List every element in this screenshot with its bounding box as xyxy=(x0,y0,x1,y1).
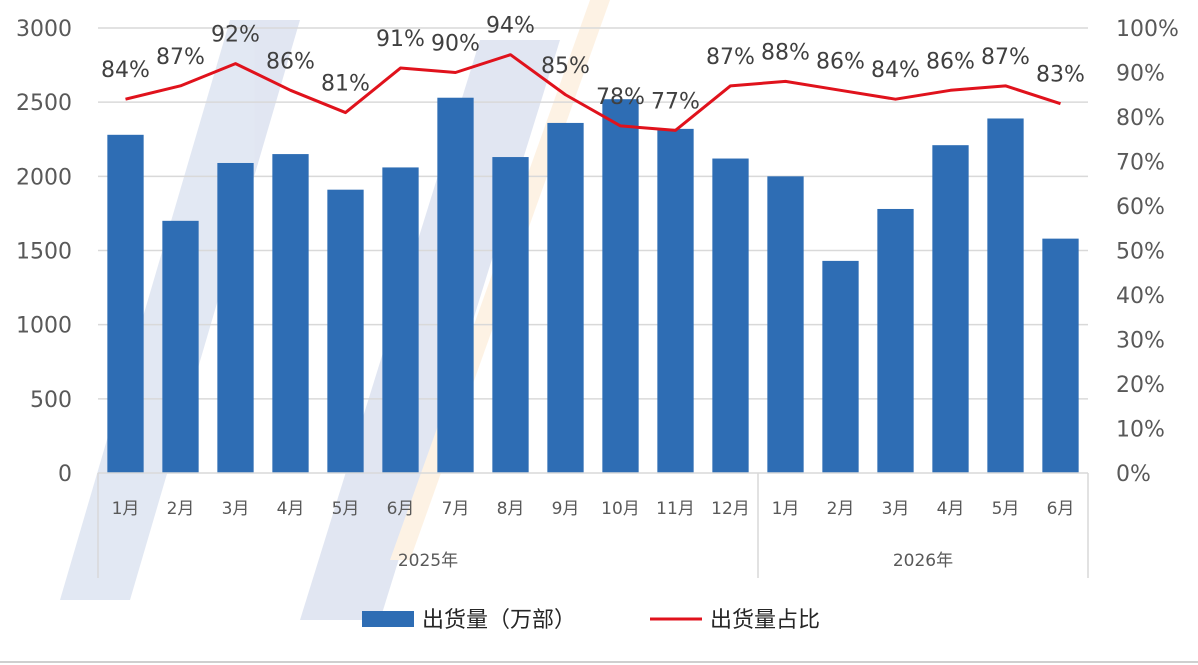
bar xyxy=(162,220,199,473)
x-tick-label: 8月 xyxy=(497,499,525,519)
bar xyxy=(602,99,639,473)
data-label: 83% xyxy=(1036,63,1085,88)
x-tick-label: 7月 xyxy=(442,499,470,519)
data-label: 85% xyxy=(541,54,590,79)
y-right-tick-label: 40% xyxy=(1116,284,1165,309)
data-label: 86% xyxy=(816,49,865,74)
data-labels: 84%87%92%86%81%91% 90%94%85%78% 77%87% 88% 8… xyxy=(101,14,1085,115)
bar xyxy=(657,128,694,473)
bar xyxy=(877,208,914,473)
bar xyxy=(932,145,969,473)
data-label: 78% xyxy=(596,85,645,110)
x-tick-label: 3月 xyxy=(222,499,250,519)
y-left-tick-label: 1500 xyxy=(16,240,72,265)
x-group-label: 2026年 xyxy=(893,551,953,571)
bar xyxy=(437,97,474,473)
y-right-tick-label: 20% xyxy=(1116,373,1165,398)
x-tick-label: 11月 xyxy=(656,499,695,519)
x-tick-label: 1月 xyxy=(112,499,140,519)
legend-bar-label: 出货量（万部） xyxy=(422,608,576,633)
y-right-tick-label: 90% xyxy=(1116,62,1165,87)
x-tick-label: 9月 xyxy=(552,499,580,519)
data-label: 84% xyxy=(101,58,150,83)
x-tick-label: 2月 xyxy=(167,499,195,519)
bar xyxy=(987,118,1024,473)
data-label: 94% xyxy=(486,14,535,39)
x-tick-label: 5月 xyxy=(332,499,360,519)
bar xyxy=(492,157,529,474)
bar xyxy=(327,189,364,473)
bar xyxy=(272,154,309,474)
bar xyxy=(712,158,749,474)
x-tick-label: 2月 xyxy=(827,499,855,519)
line-path xyxy=(125,53,1061,132)
gridlines xyxy=(98,27,1088,400)
y-left-tick-label: 3000 xyxy=(16,17,72,42)
data-label: 91% xyxy=(376,27,425,52)
bar xyxy=(767,176,804,474)
legend-bar-swatch xyxy=(362,611,414,627)
bar xyxy=(1042,238,1079,473)
y-right-tick-label: 60% xyxy=(1116,195,1165,220)
y-right-tick-label: 100% xyxy=(1116,17,1179,42)
data-label: 86% xyxy=(266,49,315,74)
data-label: 81% xyxy=(321,72,370,97)
bar xyxy=(822,260,859,473)
y-right-tick-label: 50% xyxy=(1116,240,1165,265)
bar-series xyxy=(107,97,1079,474)
x-tick-label: 1月 xyxy=(772,499,800,519)
legend-line-label: 出货量占比 xyxy=(710,608,820,633)
x-tick-label: 6月 xyxy=(387,499,415,519)
y-left-tick-label: 0 xyxy=(58,462,72,487)
data-label: 87% xyxy=(981,45,1030,70)
y-right-tick-label: 10% xyxy=(1116,418,1165,443)
legend: 出货量（万部） 出货量占比 xyxy=(362,608,820,633)
data-label: 87% xyxy=(706,45,755,70)
x-tick-label: 3月 xyxy=(882,499,910,519)
x-tick-label: 6月 xyxy=(1047,499,1075,519)
bar xyxy=(107,134,144,474)
y-right-tick-label: 80% xyxy=(1116,106,1165,131)
y-left-tick-label: 2500 xyxy=(16,91,72,116)
bar xyxy=(382,167,419,473)
y-left-tick-label: 1000 xyxy=(16,314,72,339)
x-tick-label: 4月 xyxy=(277,499,305,519)
bar xyxy=(217,162,254,473)
x-tick-label: 10月 xyxy=(601,499,640,519)
y-left-tick-label: 500 xyxy=(30,388,72,413)
data-label: 86% xyxy=(926,49,975,74)
y-left-tick-label: 2000 xyxy=(16,165,72,190)
x-axis: 1月 2月 3月 4月 5月 6月 7月 8月 9月 10月 11月 12月 1月 2月 3月 4月 5月 6月 2… xyxy=(97,472,1089,578)
y-axis-right: 0% 10% 20% 30% 40% 50% 60% 70% 80% 90% 100% xyxy=(1116,17,1179,487)
data-label: 87% xyxy=(156,45,205,70)
y-right-tick-label: 30% xyxy=(1116,329,1165,354)
data-label: 77% xyxy=(651,89,700,114)
data-label: 84% xyxy=(871,58,920,83)
line-series xyxy=(125,53,1061,132)
data-label: 90% xyxy=(431,32,480,57)
bar xyxy=(547,122,584,473)
x-group-label: 2025年 xyxy=(398,551,458,571)
y-right-tick-label: 0% xyxy=(1116,462,1151,487)
x-tick-label: 4月 xyxy=(937,499,965,519)
y-right-tick-label: 70% xyxy=(1116,151,1165,176)
y-axis-left: 0 500 1000 1500 2000 2500 3000 xyxy=(16,17,72,487)
data-label: 92% xyxy=(211,23,260,48)
data-label: 88% xyxy=(761,40,810,65)
x-tick-label: 5月 xyxy=(992,499,1020,519)
x-tick-label: 12月 xyxy=(711,499,750,519)
